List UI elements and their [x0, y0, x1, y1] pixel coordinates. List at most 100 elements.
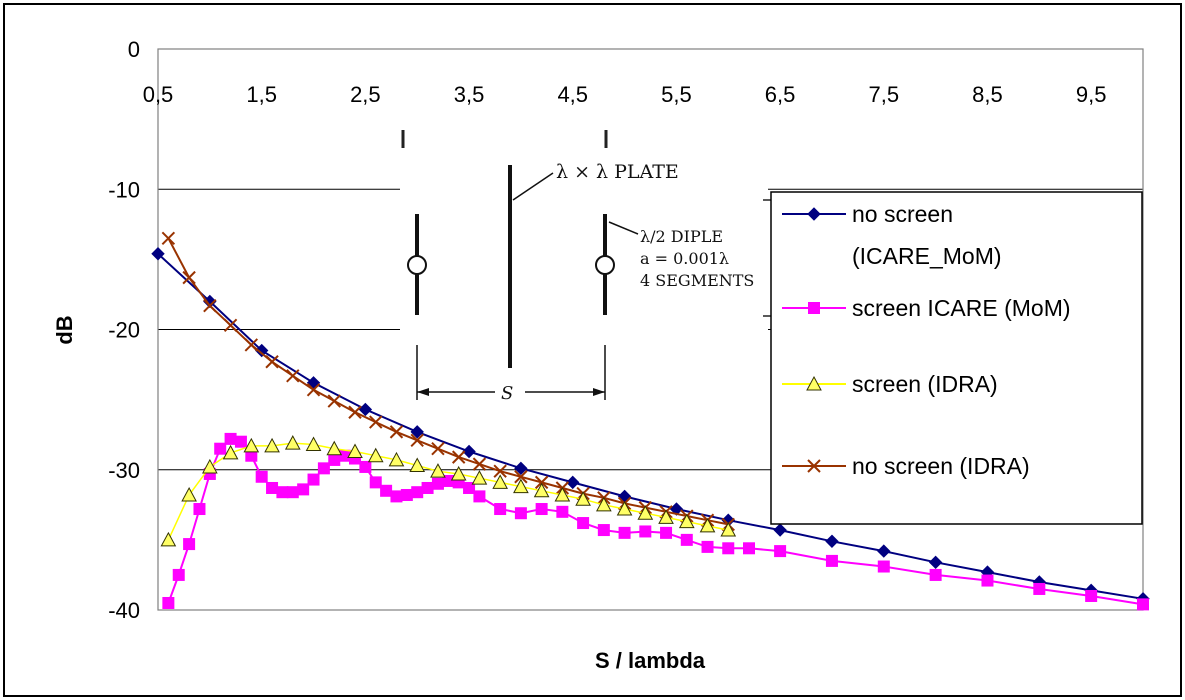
data-point-square: [556, 505, 569, 518]
y-tick-label: 0: [128, 37, 140, 62]
data-point-square: [473, 490, 486, 503]
data-point-square: [400, 488, 413, 501]
data-point-triangle: [616, 500, 633, 516]
data-point-triangle: [533, 482, 550, 498]
data-point-x: [431, 442, 445, 456]
data-point-x: [265, 355, 279, 369]
data-point-x-stroke: [223, 318, 238, 332]
data-point-diamond: [566, 475, 580, 490]
data-point-triangle: [720, 522, 737, 537]
series-layer: [151, 231, 1150, 611]
x-tick-label: 8,5: [972, 82, 1003, 107]
data-point-x-stroke: [203, 298, 217, 313]
data-point-square: [411, 486, 424, 499]
data-point-triangle: [678, 513, 695, 529]
data-point-x: [348, 405, 362, 419]
inset-dipole-leader: [608, 221, 639, 235]
data-point-x: [410, 433, 424, 448]
data-point-square: [618, 526, 631, 539]
data-point-x: [389, 425, 404, 439]
y-tick-label: -20: [108, 318, 140, 343]
data-point-triangle: [326, 440, 343, 456]
y-tick-label: -40: [108, 598, 140, 623]
data-point-square: [234, 435, 247, 448]
legend-box: [770, 191, 1143, 525]
data-point-x-stroke: [348, 405, 362, 419]
data-point-square: [162, 596, 175, 609]
inset-dimension-gap: [495, 382, 525, 402]
data-point-square: [597, 524, 610, 537]
x-tick-labels: 0,5 1,5 2,5 3,5 4,5 5,5 6,5 7,5 8,5 9,5: [143, 82, 1107, 107]
data-point-x-stroke: [451, 450, 466, 464]
x-tick-label: 7,5: [868, 82, 899, 107]
data-point-square: [172, 568, 185, 581]
data-point-triangle: [222, 444, 239, 460]
data-point-square: [431, 477, 444, 490]
data-point-diamond: [358, 402, 373, 417]
data-point-x: [451, 450, 466, 464]
data-point-square: [193, 503, 206, 516]
data-point-square: [701, 540, 714, 553]
series-line: [167, 442, 729, 541]
inset-dipole-label: λ/2 DIPLE: [640, 227, 723, 246]
data-point-square: [680, 533, 693, 546]
data-point-diamond: [410, 425, 424, 439]
legend-label-no-screen-icare-line1: no screen: [852, 201, 953, 227]
data-point-triangle: [284, 435, 301, 450]
data-point-triangle: [806, 375, 822, 391]
legend: no screen (ICARE_MoM) screen ICARE (MoM)…: [770, 191, 1143, 525]
data-point-triangle: [202, 458, 218, 474]
data-point-diamond: [514, 461, 528, 476]
y-axis-title: dB: [52, 315, 77, 344]
data-point-x: [493, 464, 507, 478]
data-point-square: [514, 507, 527, 520]
data-point-x-stroke: [514, 470, 528, 484]
data-point-square: [463, 481, 476, 494]
data-point-square: [877, 560, 890, 573]
legend-key-2: [782, 375, 846, 391]
legend-key-1: [782, 302, 846, 314]
y-tick-label: -30: [108, 458, 140, 483]
data-point-x: [472, 457, 487, 471]
x-tick-label: 5,5: [661, 82, 692, 107]
data-point-square: [183, 538, 196, 551]
series-line: [167, 237, 729, 526]
data-point-square: [297, 483, 310, 496]
inset-dipole-right-feed: [595, 255, 615, 275]
data-point-square: [494, 503, 507, 516]
data-point-x-stroke: [306, 383, 321, 397]
data-point-x: [514, 470, 528, 484]
data-point-triangle: [575, 491, 591, 506]
data-point-x-stroke: [327, 394, 341, 408]
series-1: [162, 432, 1149, 611]
inset-arrow-left: [417, 388, 429, 396]
inset-plate-leader: [512, 172, 554, 201]
data-point-diamond: [462, 444, 476, 459]
data-point-triangle: [347, 443, 363, 459]
data-point-square: [317, 462, 330, 475]
data-point-diamond: [825, 534, 839, 548]
data-point-diamond: [773, 523, 787, 537]
data-point-diamond: [928, 555, 943, 570]
data-point-triangle: [658, 509, 674, 524]
x-tick-label: 9,5: [1076, 82, 1107, 107]
data-point-triangle: [554, 486, 571, 502]
data-point-triangle: [367, 447, 384, 463]
data-point-triangle: [160, 531, 177, 547]
data-point-triangle: [388, 451, 405, 467]
inset-segments-label: 4 SEGMENTS: [640, 271, 754, 290]
data-point-x-stroke: [431, 442, 445, 456]
data-point-x: [306, 383, 321, 397]
inset-background: [400, 128, 768, 415]
legend-label-screen-idra: screen (IDRA): [852, 371, 998, 397]
data-point-x: [534, 475, 549, 490]
data-point-x: [327, 394, 341, 408]
data-point-square: [224, 432, 237, 445]
legend-label-no-screen-idra: no screen (IDRA): [852, 453, 1030, 479]
legend-label-no-screen-icare-line2: (ICARE_MoM): [852, 243, 1002, 269]
data-point-triangle: [513, 478, 529, 494]
data-point-x: [369, 415, 383, 429]
data-point-square: [774, 545, 787, 558]
x-tick-label: 0,5: [143, 82, 174, 107]
